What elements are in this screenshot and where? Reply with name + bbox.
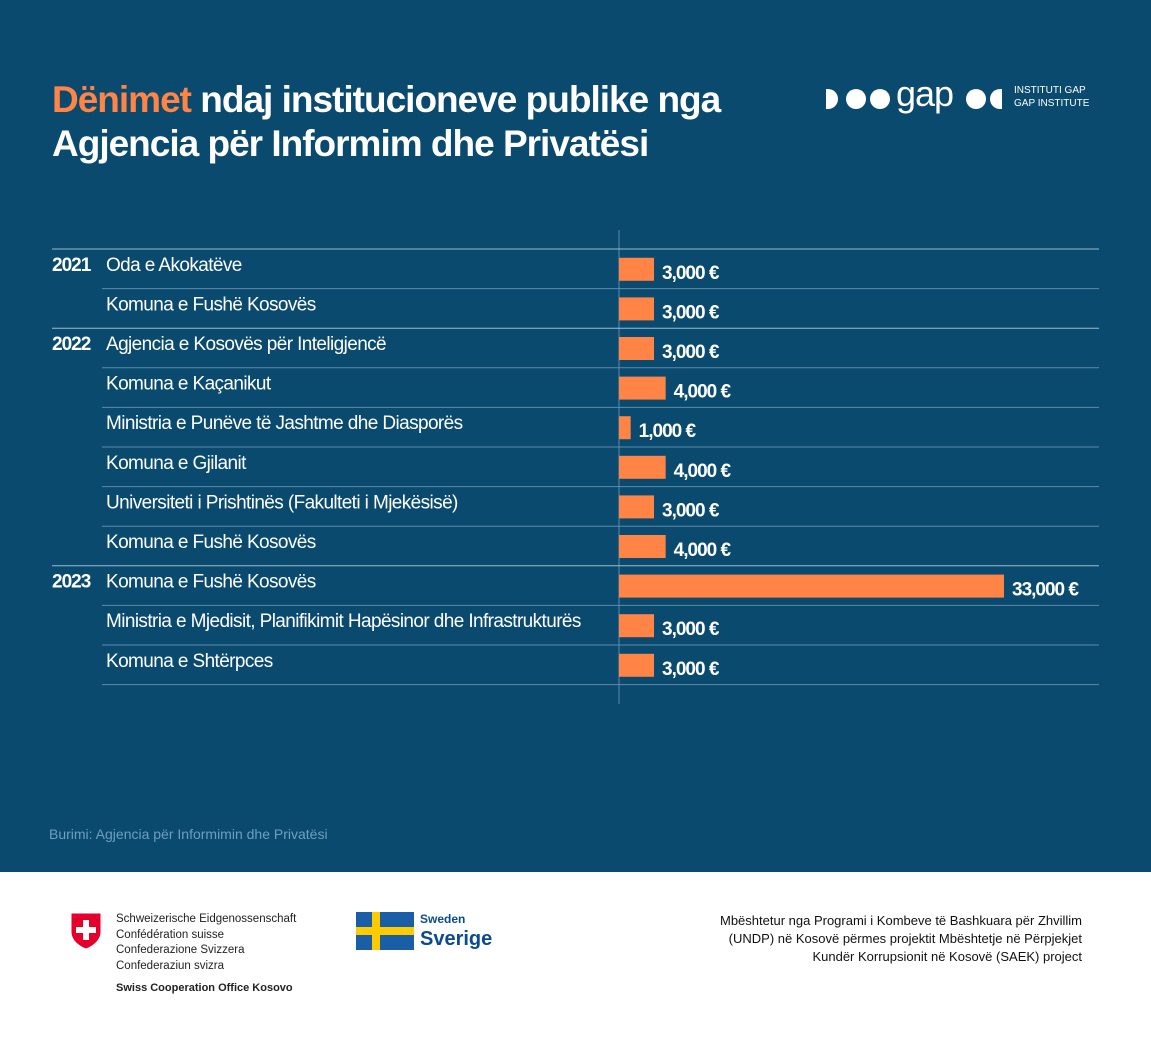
institution-label: Komuna e Gjilanit: [106, 453, 247, 474]
logo-dot-3: [966, 89, 986, 109]
swiss-office-name: Swiss Cooperation Office Kosovo: [116, 982, 293, 994]
swiss-confederation-names: Schweizerische Eidgenossenschaft Confédé…: [116, 913, 297, 972]
bar: [619, 614, 654, 638]
institution-label: Komuna e Fushë Kosovës: [106, 532, 316, 553]
value-label: 33,000 €: [1012, 580, 1079, 601]
institution-label: Agjencia e Kosovës për Inteligjencë: [106, 334, 386, 355]
fines-bar-chart: 2021 Oda e Akokatëve 3,000 € Komuna e Fushë…: [52, 230, 1099, 704]
value-label: 3,000 €: [662, 500, 720, 521]
gap-logo: gap INSTITUTI GAP GAP INSTITUTE: [826, 74, 1089, 118]
bar: [619, 257, 654, 281]
institution-label: Ministria e Mjedisit, Planifikimit Hapës…: [106, 611, 581, 632]
bar: [619, 337, 654, 360]
sweden-flag-icon: [356, 912, 414, 950]
logo-dot-half-left: [826, 89, 838, 109]
value-label: 4,000 €: [674, 461, 732, 482]
value-label: 4,000 €: [674, 382, 732, 403]
swiss-shield-icon: [70, 912, 102, 950]
bar: [619, 455, 666, 479]
infographic-panel: Dënimet ndaj institucioneve publike nga …: [0, 0, 1151, 872]
institution-label: Ministria e Punëve të Jashtme dhe Diaspo…: [106, 413, 463, 434]
institution-label: Universiteti i Prishtinës (Fakulteti i M…: [106, 492, 458, 513]
bar: [619, 376, 666, 400]
logo-subtitle: INSTITUTI GAP GAP INSTITUTE: [1014, 84, 1089, 110]
sweden-label: Sweden: [420, 912, 466, 926]
institution-label: Komuna e Fushë Kosovës: [106, 572, 316, 593]
logo-sub-line-1: INSTITUTI GAP: [1014, 85, 1086, 96]
institution-label: Komuna e Shtërpces: [106, 651, 273, 672]
value-label: 4,000 €: [674, 540, 732, 561]
logo-wordmark: gap: [896, 73, 954, 114]
undp-support-text: Mbështetur nga Programi i Kombeve të Bas…: [720, 913, 1082, 964]
sverige-label: Sverige: [420, 928, 493, 950]
page-title: Dënimet ndaj institucioneve publike nga …: [52, 78, 812, 166]
logo-dot-half-right: [990, 89, 1002, 109]
logo-dot-2: [870, 89, 890, 109]
value-label: 3,000 €: [662, 619, 720, 640]
institution-label: Komuna e Kaçanikut: [106, 374, 272, 395]
institution-label: Oda e Akokatëve: [106, 255, 242, 276]
value-label: 3,000 €: [662, 659, 720, 680]
year-label: 2023: [52, 572, 91, 593]
value-label: 3,000 €: [662, 302, 720, 323]
logo-sub-line-2: GAP INSTITUTE: [1014, 98, 1090, 109]
value-label: 3,000 €: [662, 342, 720, 363]
logo-dot-1: [846, 89, 866, 109]
value-label: 1,000 €: [639, 421, 697, 442]
bar: [619, 495, 654, 519]
bar: [619, 416, 631, 440]
year-label: 2021: [52, 255, 92, 276]
bar: [619, 574, 1004, 598]
institution-label: Komuna e Fushë Kosovës: [106, 294, 316, 315]
value-label: 3,000 €: [662, 263, 720, 284]
bar: [619, 535, 666, 558]
year-label: 2022: [52, 334, 91, 355]
bar: [619, 297, 654, 321]
bar: [619, 653, 654, 677]
title-highlight: Dënimet: [52, 79, 192, 120]
title-rest: ndaj institucioneve publike nga Agjencia…: [52, 79, 721, 164]
source-note: Burimi: Agjencia për Informimin dhe Priv…: [49, 826, 328, 842]
